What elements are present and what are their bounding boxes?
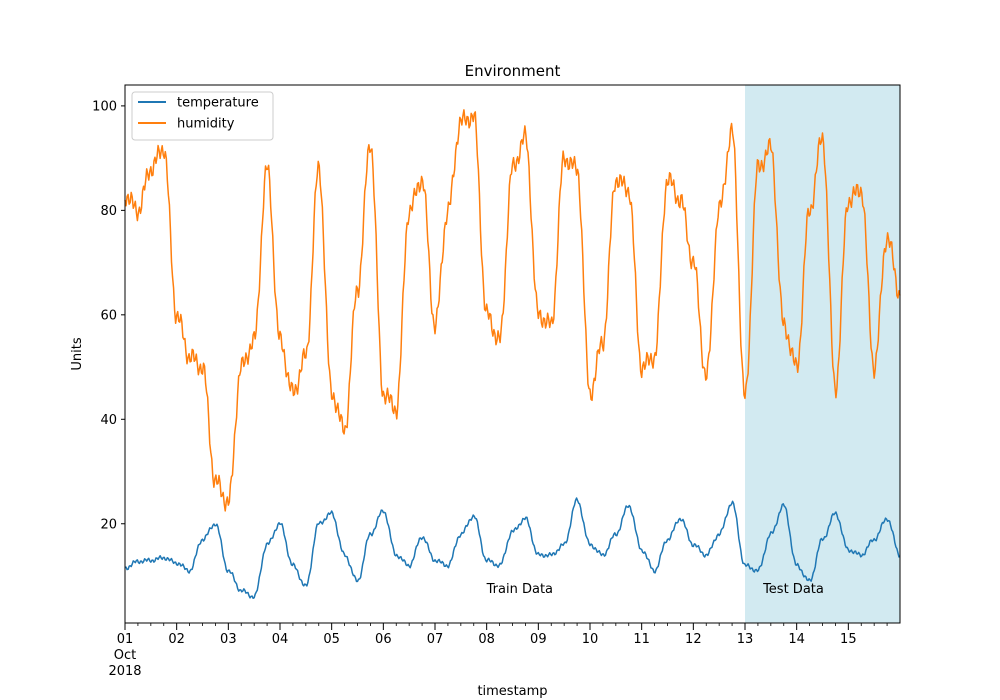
y-tick-label: 100	[92, 99, 117, 114]
x-axis-label: timestamp	[477, 684, 547, 699]
x-tick-label: 05	[323, 632, 340, 647]
legend-label-humidity: humidity	[177, 117, 235, 132]
series-lines	[124, 109, 901, 600]
x-tick-label: 08	[478, 632, 495, 647]
annotation-label: Test Data	[762, 582, 824, 597]
x-tick-label: 15	[840, 632, 857, 647]
annotations: Train Data Test Data	[486, 582, 824, 597]
x-tick-label: 11	[633, 632, 650, 647]
x-tick-label: 07	[427, 632, 444, 647]
chart-title: Environment	[465, 62, 561, 80]
y-tick-label: 60	[100, 308, 117, 323]
x-tick-label: 01	[117, 632, 134, 647]
legend-label-temperature: temperature	[177, 96, 259, 111]
y-tick-label: 20	[100, 517, 117, 532]
x-tick-label: 03	[220, 632, 237, 647]
axis-ticks: 20 40 60 80 100 01 02 03 04 05 06 07 08 09 10 11 12 13 14 1…	[92, 99, 888, 679]
legend-box	[131, 91, 274, 141]
annotation-label: Train Data	[486, 582, 553, 597]
series-line-humidity	[124, 109, 901, 512]
x-tick-label: 12	[685, 632, 702, 647]
legend: temperature humidity	[131, 91, 274, 141]
x-tick-label: 09	[530, 632, 547, 647]
y-axis-label: Units	[70, 337, 85, 370]
x-tick-label: 14	[788, 632, 805, 647]
x-tick-sublabel: 2018	[108, 664, 141, 679]
x-tick-label: 10	[582, 632, 599, 647]
x-tick-label: 04	[272, 632, 289, 647]
y-tick-label: 80	[100, 204, 117, 219]
x-tick-label: 02	[168, 632, 185, 647]
y-tick-label: 40	[100, 413, 117, 428]
x-tick-label: 13	[737, 632, 754, 647]
x-tick-sublabel: Oct	[114, 648, 136, 663]
series-line-temperature	[124, 497, 901, 600]
x-tick-label: 06	[375, 632, 392, 647]
